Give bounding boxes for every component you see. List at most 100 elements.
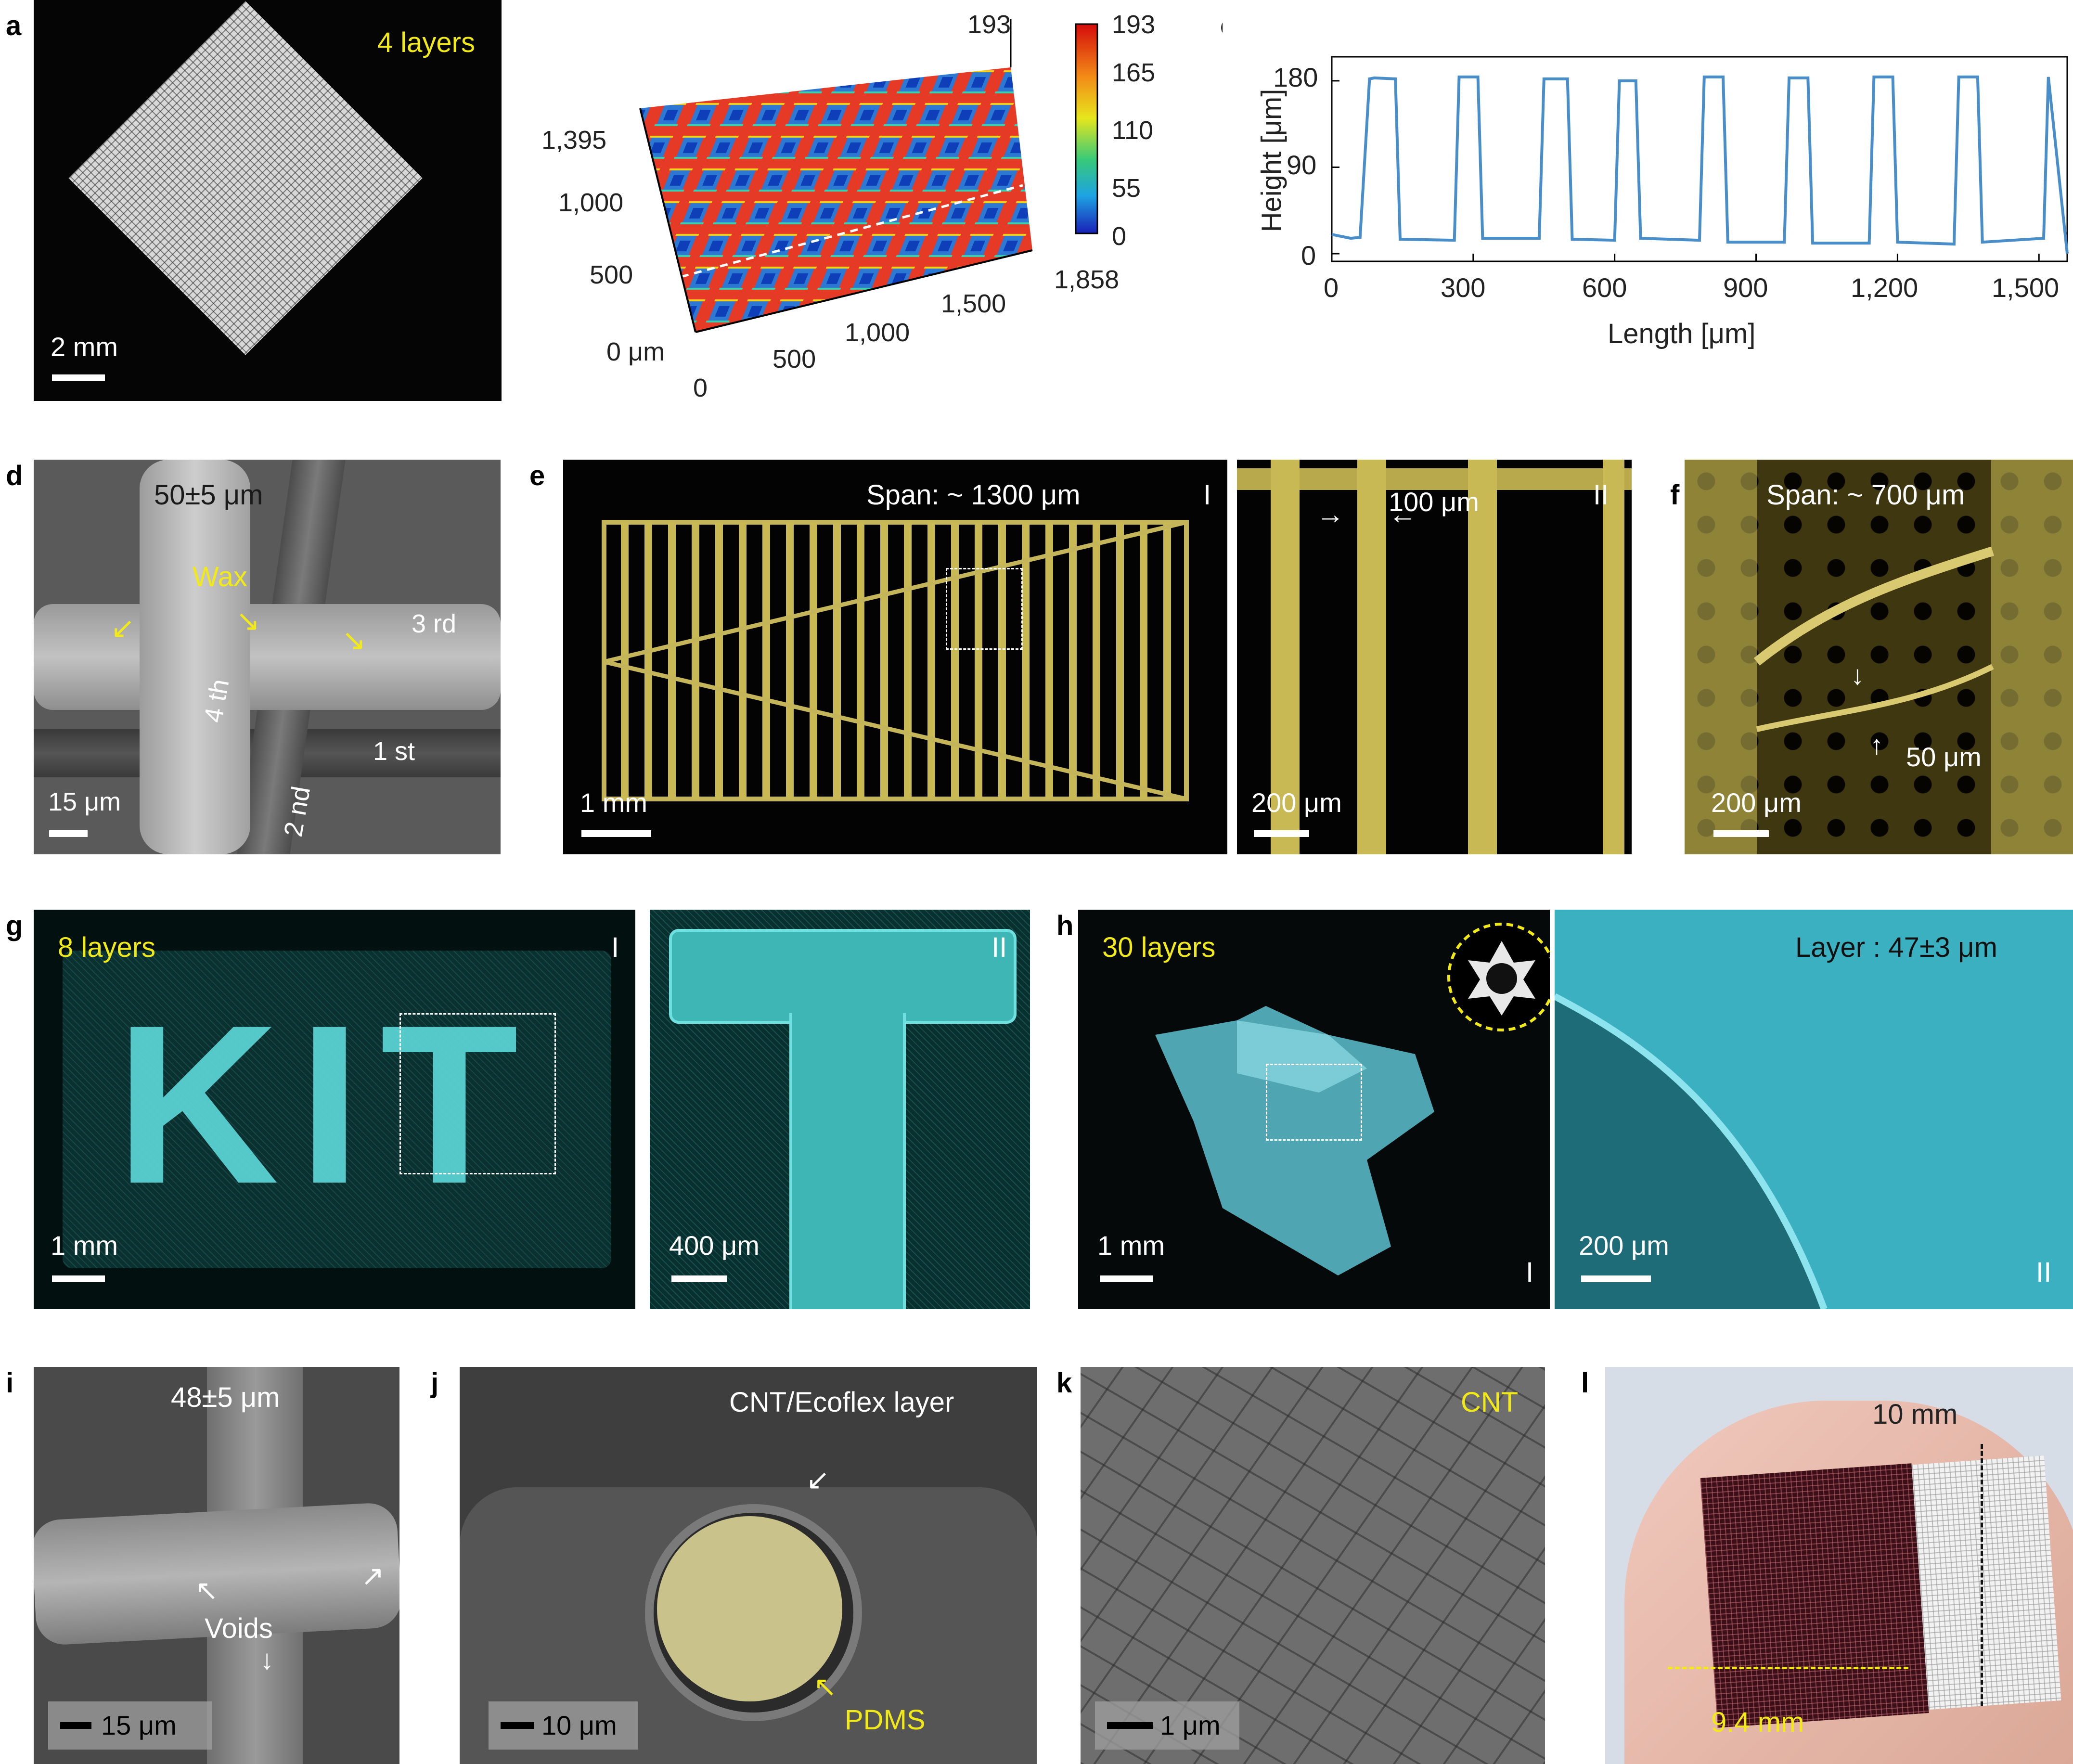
scale-bar <box>52 1275 105 1282</box>
x-tick-label-1500: 1,500 <box>1992 272 2060 303</box>
x-tick-label-300: 300 <box>1441 272 1486 303</box>
span-filament <box>692 522 699 799</box>
left-lattice <box>1685 460 1757 854</box>
colorbar-tick-110: 110 <box>1112 116 1154 145</box>
void-arrow-1: ↖ <box>195 1575 219 1606</box>
T-bar-top <box>669 929 1017 1024</box>
star-prism <box>1155 1006 1434 1275</box>
panel-a-image: 4 layers 2 mm <box>34 0 502 401</box>
span-filament-2 <box>1756 664 1994 732</box>
scale-label: 15 μm <box>101 1710 177 1740</box>
scale-label: 400 μm <box>669 1230 760 1261</box>
span-filament <box>786 522 794 799</box>
v-filament-4 <box>1603 460 1624 854</box>
x-tick-1500: 1,500 <box>941 289 1006 318</box>
span-filament <box>927 522 935 799</box>
span-filament <box>668 522 676 799</box>
part-II-label: II <box>991 932 1007 963</box>
span-label: Span: ~ 700 μm <box>1766 479 1965 511</box>
diameter-label: 48±5 μm <box>171 1382 280 1413</box>
kit-letters: KIT <box>116 978 538 1231</box>
scale-bar <box>1107 1722 1153 1729</box>
part-II-label: II <box>1593 479 1609 511</box>
span-filament <box>1140 522 1147 799</box>
colorbar-tick-55: 55 <box>1112 174 1141 203</box>
span-filament <box>975 522 982 799</box>
plot-frame <box>1331 56 2068 262</box>
layer-count-label: 30 layers <box>1102 932 1216 963</box>
panel-g-II: II 400 μm <box>650 910 1030 1309</box>
v-filament-2 <box>1357 460 1386 854</box>
span-filament-1 <box>1753 546 1995 666</box>
part-I-label: I <box>1203 479 1211 511</box>
x-tick-0: 0 <box>693 373 708 402</box>
profile-surface-svg <box>639 19 1098 333</box>
scale-bar <box>581 830 651 837</box>
panel-label-k: k <box>1056 1367 1072 1399</box>
x-tick-label-900: 900 <box>1723 272 1768 303</box>
profile-line <box>681 184 1023 278</box>
span-filament <box>644 522 652 799</box>
cnt-layer-arrow: ↙ <box>806 1464 830 1495</box>
x-tick-label-600: 600 <box>1582 272 1627 303</box>
star-top-face <box>1237 1020 1367 1093</box>
span-filament <box>1116 522 1124 799</box>
span-filament <box>951 522 959 799</box>
substrate <box>63 951 611 1268</box>
y-tick-label-0: 0 <box>1301 240 1316 270</box>
span-filament <box>739 522 747 799</box>
scale-label: 200 μm <box>1251 787 1342 818</box>
scale-label: 1 mm <box>1097 1230 1165 1261</box>
panel-b-3d-profile: 193 193 165 110 55 0 1,395 1,000 500 0 μ… <box>537 0 1210 414</box>
colorbar <box>1075 23 1098 234</box>
cnt-layer-label: CNT/Ecoflex layer <box>729 1387 954 1418</box>
axis-x <box>695 249 1033 333</box>
measure-line-horizontal <box>1668 1667 1908 1669</box>
colorbar-tick-165: 165 <box>1112 58 1156 87</box>
pdms-label: PDMS <box>845 1704 926 1736</box>
inset-star-center <box>1486 963 1517 994</box>
y-tick-label-90: 90 <box>1287 150 1317 180</box>
wax-label: Wax <box>193 561 247 592</box>
cnt-label: CNT <box>1461 1387 1519 1418</box>
surface <box>640 67 1032 332</box>
panel-h-II: Layer : 47±3 μm II 200 μm <box>1555 910 2073 1309</box>
scale-label: 1 mm <box>580 787 647 818</box>
panel-k-sem: CNT 1 μm <box>1081 1367 1545 1764</box>
panel-c-chart: Height [μm] Length [μm] 0 300 600 900 1,… <box>1223 0 2073 414</box>
scale-bar <box>1254 830 1309 837</box>
layer-count-label: 4 layers <box>377 27 475 58</box>
panel-l-photo: 10 mm 9.4 mm <box>1605 1367 2073 1764</box>
span-filament <box>857 522 864 799</box>
colorbar-tick-0: 0 <box>1112 222 1127 251</box>
filament-3rd <box>34 604 501 710</box>
measure-line-vertical <box>1981 1444 1983 1706</box>
x-axis-label: Length [μm] <box>1608 318 1756 349</box>
span-filament <box>998 522 1006 799</box>
span-label: Span: ~ 1300 μm <box>866 479 1081 511</box>
x-tick-label-1200: 1,200 <box>1851 272 1918 303</box>
panel-label-e: e <box>529 460 545 491</box>
panel-d-sem: 50±5 μm Wax ↙ ↘ ↘ 3 rd 4 th 1 st 2 nd 15… <box>34 460 501 854</box>
edge-highlight <box>1555 993 1828 1309</box>
h-filament <box>1237 468 1632 490</box>
span-filament <box>810 522 817 799</box>
scale-bar <box>60 1722 91 1729</box>
lattice-square <box>68 1 423 355</box>
arrow-up: ↑ <box>1870 730 1883 760</box>
scale-label: 10 μm <box>541 1710 617 1740</box>
layer-thickness-label: Layer : 47±3 μm <box>1795 932 1997 963</box>
panel-label-i: i <box>6 1367 14 1399</box>
star-object-svg <box>1155 923 1550 1275</box>
surface-edge-svg <box>1555 993 1828 1309</box>
pdms-core <box>657 1516 842 1701</box>
diag-2 <box>603 659 1187 801</box>
wax-arrow-2: ↘ <box>236 605 260 637</box>
panel-label-a: a <box>6 10 22 41</box>
part-I-label: I <box>1526 1257 1534 1288</box>
scale-label: 1 μm <box>1160 1710 1221 1740</box>
cnt-lattice <box>1700 1463 1929 1728</box>
part-II-label: II <box>2036 1257 2052 1288</box>
y-tick-1000: 1,000 <box>558 188 624 217</box>
scale-bar <box>52 374 105 381</box>
